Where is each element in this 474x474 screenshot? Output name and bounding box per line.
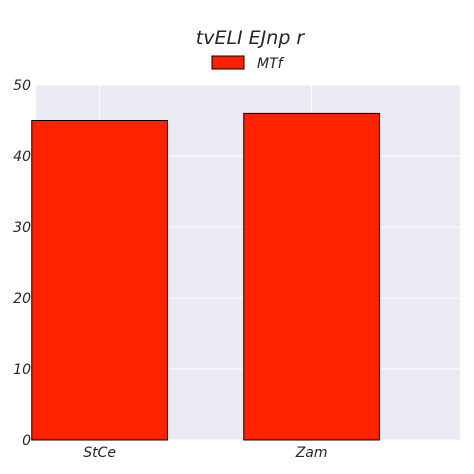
chart-title: tvELI EJnp r bbox=[196, 27, 306, 49]
legend: MTf bbox=[211, 55, 285, 72]
y-tick-label: 30 bbox=[13, 220, 31, 236]
legend-swatch bbox=[211, 55, 245, 70]
bar-stce bbox=[31, 120, 168, 441]
y-tick-label: 10 bbox=[13, 362, 31, 378]
y-tick-label: 0 bbox=[22, 433, 31, 449]
legend-label: MTf bbox=[257, 56, 285, 72]
y-tick-label: 40 bbox=[13, 149, 31, 165]
x-axis-ticks: StCe Zam bbox=[83, 445, 327, 461]
x-tick-label: StCe bbox=[83, 445, 116, 461]
y-tick-label: 20 bbox=[13, 291, 31, 307]
bar-zam bbox=[243, 112, 380, 441]
y-tick-label: 50 bbox=[13, 78, 31, 94]
bars bbox=[31, 112, 380, 441]
x-tick-label: Zam bbox=[295, 445, 328, 461]
y-axis-ticks: 0 10 20 30 40 50 bbox=[13, 78, 31, 449]
